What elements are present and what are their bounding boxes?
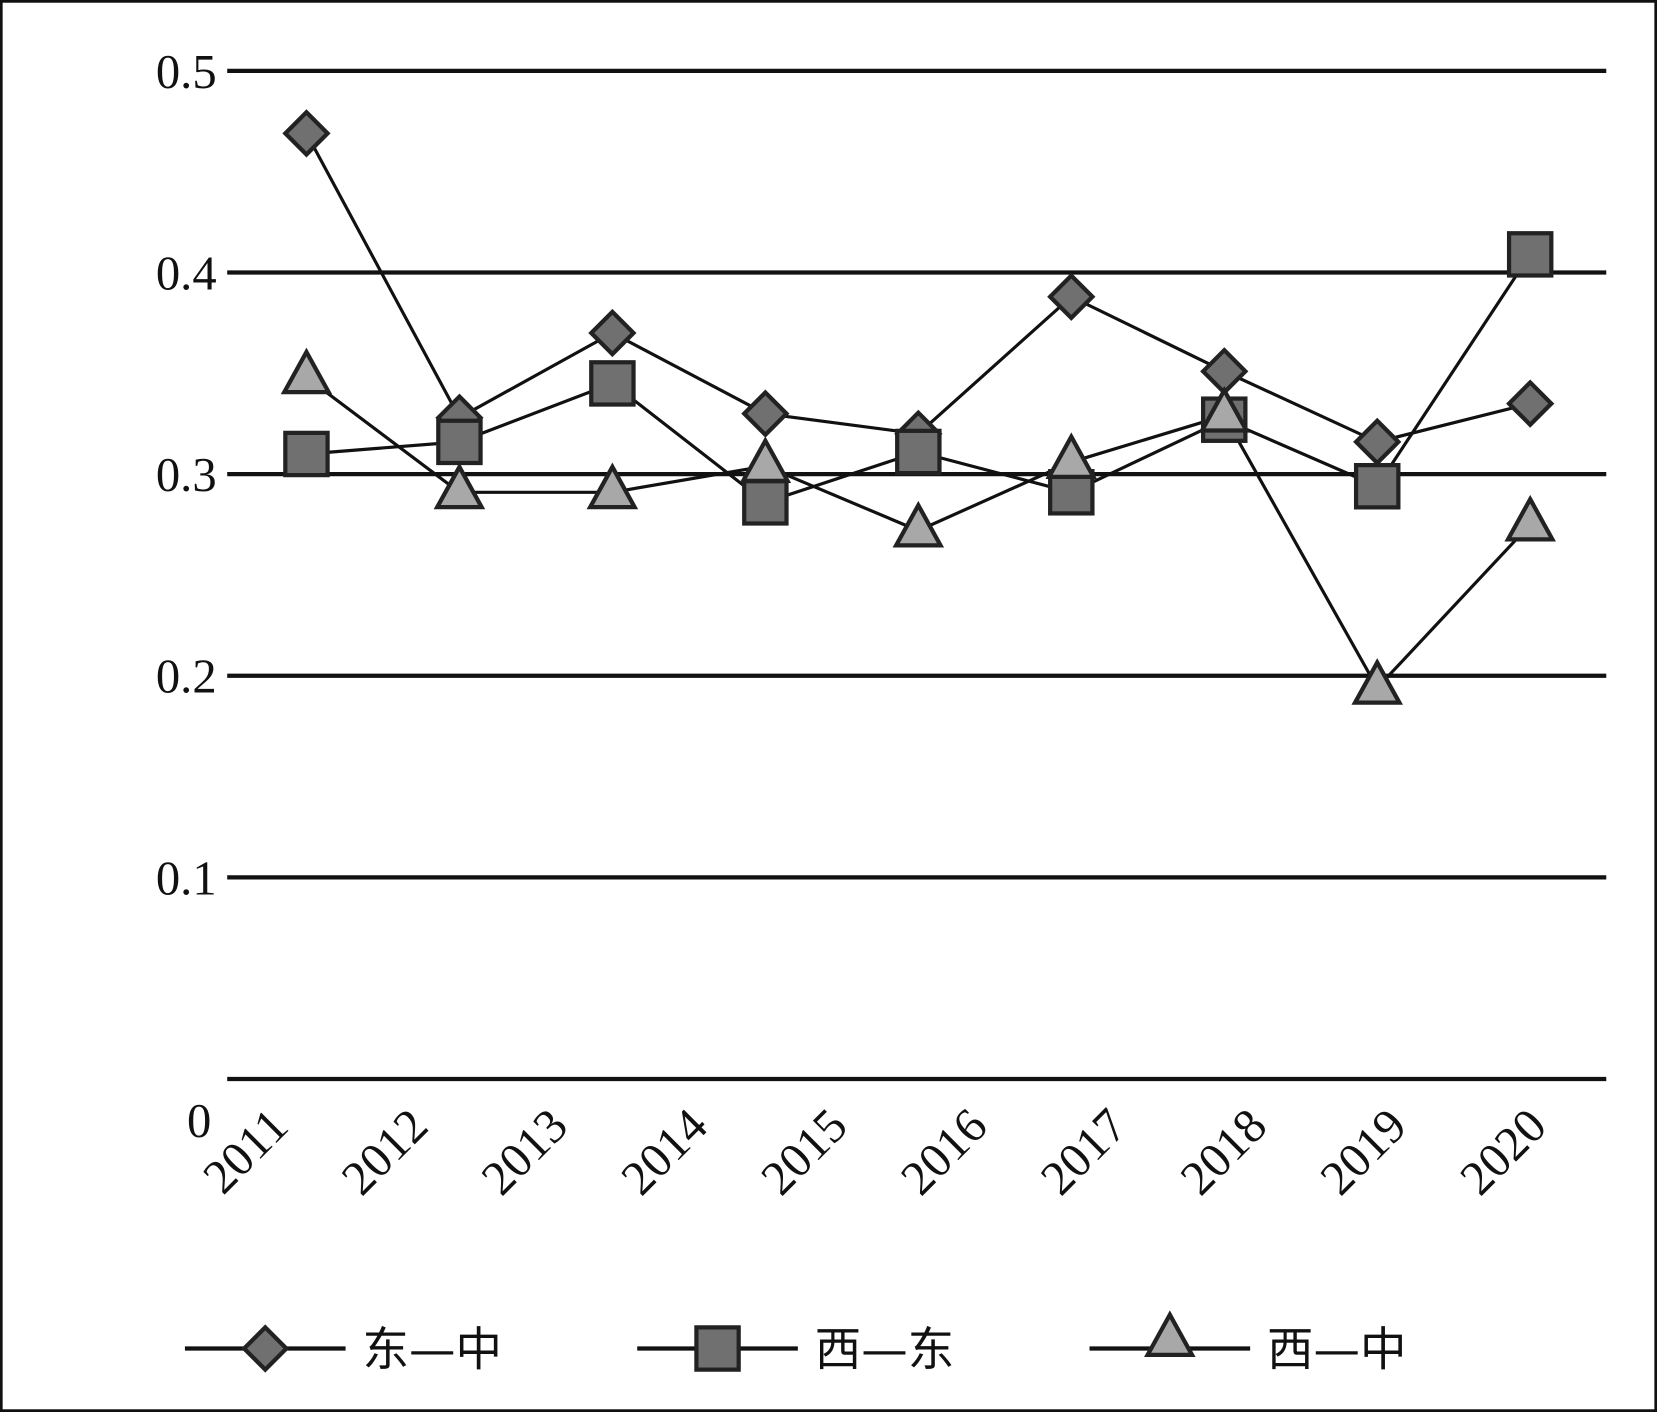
x-tick-label: 2017 (1030, 1098, 1137, 1205)
marker (1353, 462, 1401, 510)
marker (1506, 379, 1555, 428)
x-tick-label: 2019 (1310, 1098, 1417, 1205)
marker (588, 308, 637, 358)
marker (739, 436, 792, 483)
legend-label: 东—中 (362, 1322, 501, 1376)
marker (1351, 658, 1403, 705)
marker (742, 479, 789, 526)
series-line (305, 132, 1531, 444)
y-tick-label: 0.5 (156, 45, 217, 99)
legend-label: 西—中 (1267, 1322, 1406, 1376)
legend-marker (241, 1324, 290, 1373)
x-tick-label: 2013 (471, 1098, 578, 1205)
marker (280, 347, 333, 395)
y-tick-label: 0.2 (156, 650, 217, 704)
marker (1353, 417, 1402, 467)
x-tick-label: 2020 (1450, 1098, 1557, 1205)
marker (1047, 272, 1096, 321)
marker (892, 500, 945, 548)
y-tick-label: 0.1 (156, 851, 217, 905)
legend-marker (694, 1325, 741, 1372)
marker (895, 428, 942, 476)
marker (282, 109, 331, 158)
x-tick-label: 2016 (891, 1098, 998, 1205)
marker (436, 418, 483, 466)
x-tick-label: 2014 (611, 1098, 718, 1205)
marker (741, 389, 790, 438)
marker (1198, 385, 1251, 433)
y-tick-label: 0.4 (156, 246, 217, 300)
y-tick-label: 0.3 (156, 448, 217, 502)
marker (586, 462, 639, 510)
legend-label: 西—东 (815, 1322, 954, 1376)
marker (589, 360, 636, 407)
marker (283, 430, 330, 478)
y-tick-label: 0 (187, 1094, 211, 1148)
marker (1506, 231, 1554, 278)
marker (433, 462, 486, 510)
marker (1045, 432, 1098, 479)
marker (1504, 494, 1556, 542)
x-tick-label: 2012 (331, 1098, 438, 1205)
x-tick-label: 2015 (751, 1098, 858, 1205)
x-tick-label: 2018 (1170, 1098, 1277, 1205)
legend-marker (1144, 1310, 1196, 1357)
